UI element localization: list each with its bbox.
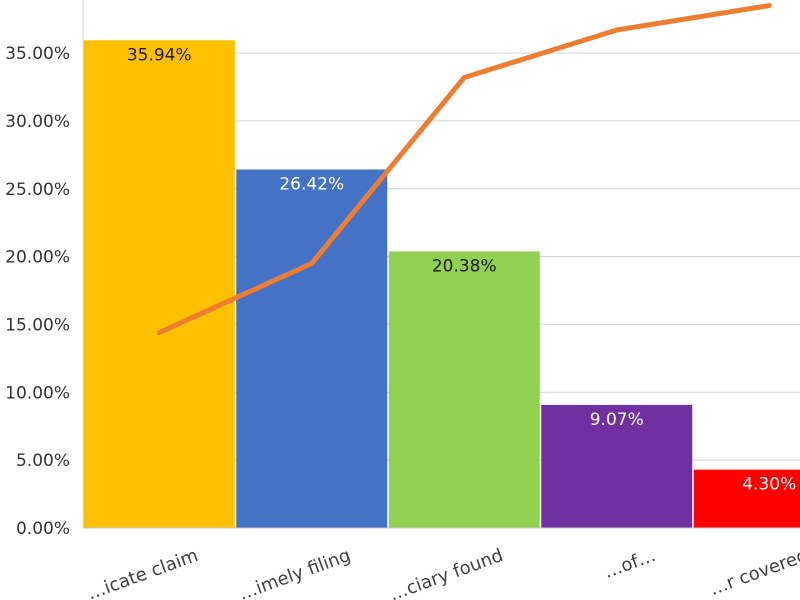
bar (693, 469, 800, 528)
y-tick-label: 20.00% (5, 248, 70, 268)
x-axis-category-labels: …icate claim …imely filing …ciary found …of… (85, 545, 800, 600)
y-axis-tick-labels: 0.00% 5.00% 10.00% 15.00% 20.00% 25.00% 30.00%… (5, 44, 70, 539)
bar (541, 404, 693, 528)
bar-data-label: 4.30% (742, 475, 796, 495)
x-category-label: …of… (601, 545, 658, 583)
bar-data-label: 9.07% (590, 410, 644, 430)
y-tick-label: 10.00% (5, 383, 70, 403)
cumulative-line (156, 3, 772, 336)
y-tick-label: 35.00% (5, 44, 70, 64)
y-tick-label: 30.00% (5, 112, 70, 132)
bar (236, 169, 388, 529)
y-tick-label: 0.00% (16, 519, 70, 539)
x-category-label: …r covered (707, 545, 800, 600)
bar-data-label: 20.38% (432, 256, 497, 276)
y-tick-label: 5.00% (16, 451, 70, 471)
bar (388, 251, 540, 528)
bar-series (83, 40, 800, 529)
bar-data-label: 26.42% (279, 174, 344, 194)
x-category-label: …ciary found (387, 545, 506, 600)
bar-data-label: 35.94% (127, 45, 192, 65)
x-category-label: …imely filing (236, 545, 353, 600)
y-tick-label: 25.00% (5, 180, 70, 200)
bar-data-labels: 35.94% 26.42% 20.38% 9.07% 4.30% (127, 45, 796, 494)
y-tick-label: 15.00% (5, 315, 70, 335)
bar (83, 40, 235, 529)
x-category-label: …icate claim (85, 545, 201, 600)
